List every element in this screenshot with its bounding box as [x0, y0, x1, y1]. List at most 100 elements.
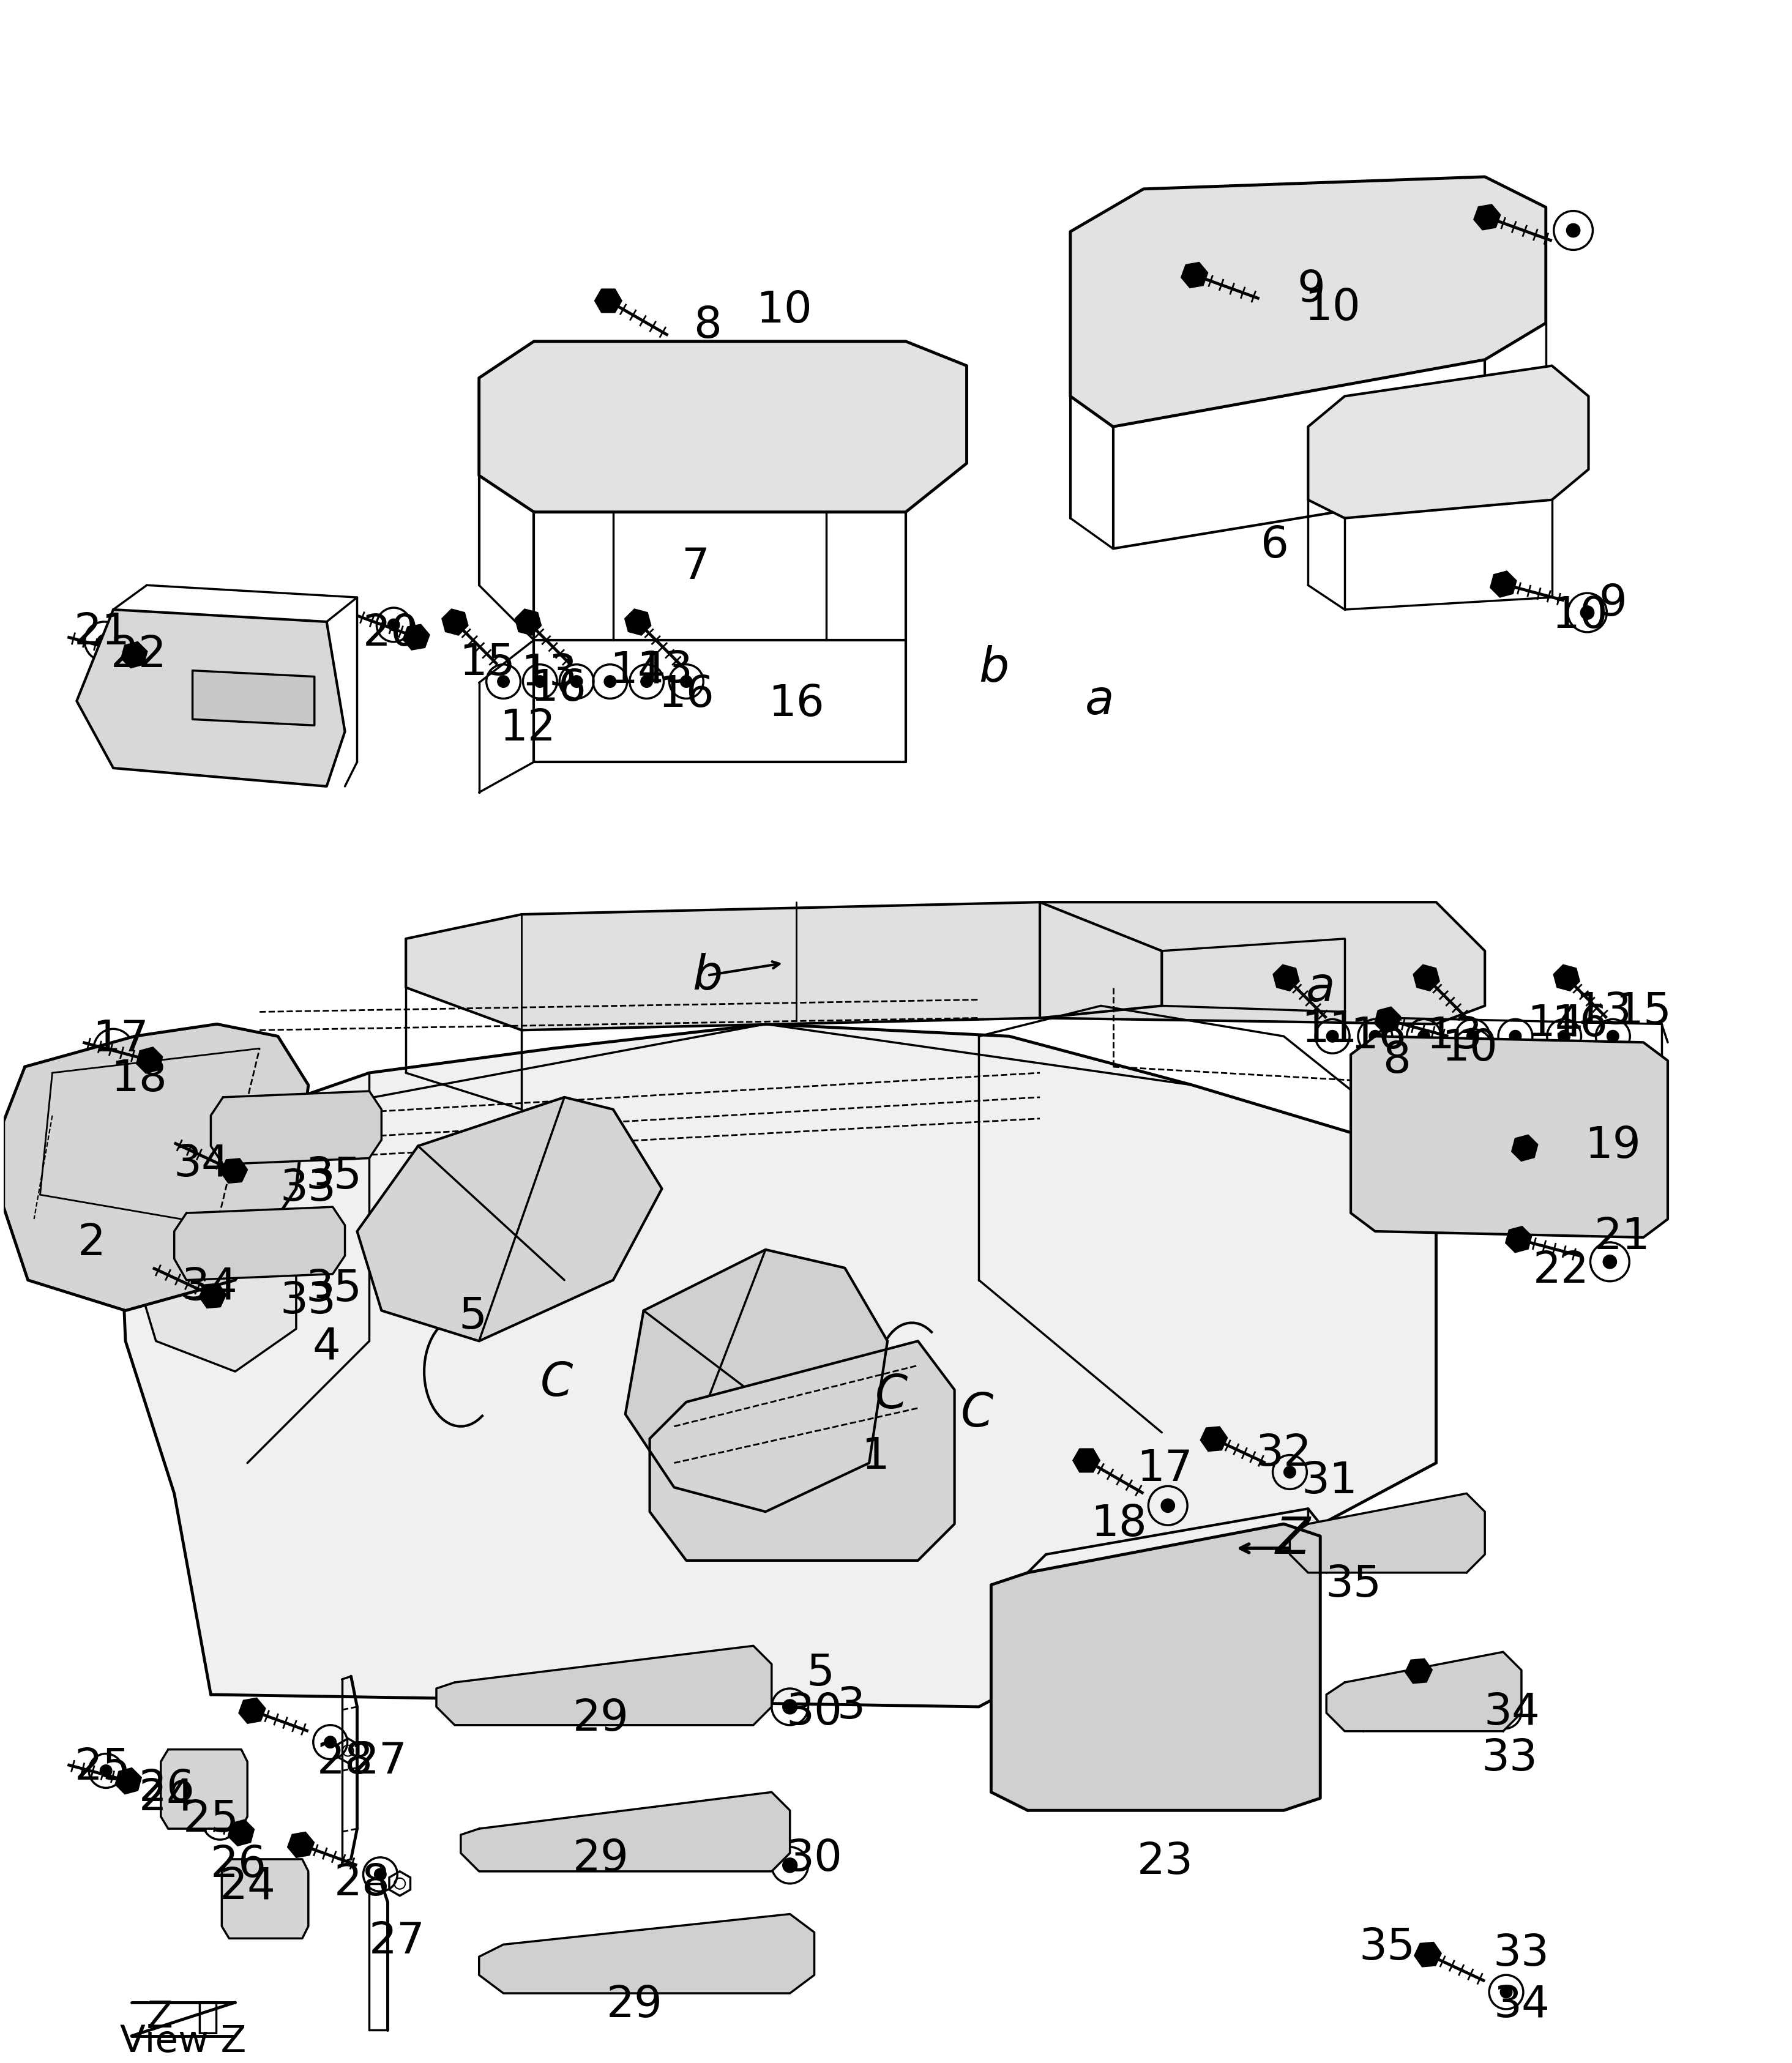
Circle shape — [803, 359, 814, 371]
Polygon shape — [1351, 1036, 1668, 1238]
Circle shape — [753, 359, 765, 371]
Polygon shape — [1405, 1659, 1432, 1683]
Text: 13: 13 — [1426, 1015, 1482, 1058]
Circle shape — [851, 402, 864, 415]
Circle shape — [100, 1764, 111, 1776]
Circle shape — [803, 446, 814, 458]
Circle shape — [1559, 1029, 1570, 1042]
Text: a: a — [1084, 679, 1115, 724]
Polygon shape — [1491, 571, 1516, 596]
Text: 29: 29 — [573, 1838, 629, 1879]
Circle shape — [803, 487, 814, 499]
Circle shape — [1581, 607, 1595, 619]
Circle shape — [1607, 1029, 1618, 1042]
Polygon shape — [138, 1188, 296, 1372]
Circle shape — [1425, 299, 1435, 312]
Circle shape — [1278, 256, 1290, 268]
Circle shape — [783, 1859, 797, 1873]
Circle shape — [324, 1737, 337, 1747]
Polygon shape — [1326, 1652, 1521, 1731]
Text: 29: 29 — [606, 1985, 663, 2026]
Text: 14: 14 — [609, 650, 665, 691]
Circle shape — [1181, 212, 1192, 225]
Circle shape — [1229, 256, 1242, 268]
Text: 33: 33 — [1482, 1737, 1538, 1780]
Text: 27: 27 — [351, 1741, 407, 1782]
Polygon shape — [136, 1048, 163, 1073]
Circle shape — [1326, 256, 1339, 268]
Text: 10: 10 — [1441, 1027, 1498, 1069]
Text: 7: 7 — [681, 547, 710, 588]
Text: 22: 22 — [111, 633, 167, 677]
Circle shape — [1374, 256, 1387, 268]
Circle shape — [753, 402, 765, 415]
Circle shape — [1229, 299, 1242, 312]
Circle shape — [692, 355, 706, 369]
Circle shape — [1278, 340, 1290, 353]
Text: 8: 8 — [694, 305, 722, 347]
Polygon shape — [1554, 965, 1579, 990]
Circle shape — [607, 487, 620, 499]
Polygon shape — [122, 642, 147, 668]
Polygon shape — [161, 1749, 247, 1828]
Circle shape — [387, 619, 400, 631]
Text: 35: 35 — [306, 1155, 362, 1199]
Circle shape — [1417, 1029, 1430, 1042]
Text: 2: 2 — [77, 1223, 106, 1265]
Polygon shape — [1181, 262, 1208, 287]
Text: 21: 21 — [73, 611, 131, 654]
Circle shape — [1131, 212, 1143, 225]
Circle shape — [607, 402, 620, 415]
Circle shape — [704, 446, 717, 458]
Text: 33: 33 — [280, 1281, 337, 1322]
Text: 14: 14 — [1527, 1003, 1582, 1046]
Text: 16: 16 — [1552, 1003, 1607, 1046]
Circle shape — [1425, 340, 1435, 353]
Text: 20: 20 — [362, 613, 419, 656]
Polygon shape — [1308, 365, 1588, 518]
Text: 18: 18 — [111, 1058, 167, 1100]
Circle shape — [642, 675, 652, 687]
Text: Z: Z — [1276, 1514, 1310, 1564]
Circle shape — [1283, 1467, 1296, 1477]
Polygon shape — [222, 1859, 308, 1939]
Circle shape — [1283, 301, 1297, 316]
Polygon shape — [1274, 965, 1299, 990]
Polygon shape — [1473, 204, 1500, 229]
Text: 15: 15 — [1615, 990, 1672, 1034]
Polygon shape — [1070, 177, 1546, 427]
Text: 29: 29 — [573, 1698, 629, 1739]
Text: 17: 17 — [1136, 1448, 1193, 1489]
Polygon shape — [211, 1091, 382, 1164]
Polygon shape — [120, 1023, 1435, 1706]
Polygon shape — [1039, 902, 1486, 1023]
Polygon shape — [1073, 1448, 1100, 1473]
Text: 1: 1 — [862, 1436, 889, 1477]
Circle shape — [1326, 212, 1339, 225]
Circle shape — [213, 1818, 226, 1828]
Text: 19: 19 — [1584, 1124, 1641, 1168]
Polygon shape — [514, 609, 541, 635]
Circle shape — [1181, 256, 1192, 268]
Polygon shape — [228, 1820, 254, 1846]
Circle shape — [1498, 1706, 1511, 1718]
Polygon shape — [595, 289, 622, 312]
Circle shape — [1278, 299, 1290, 312]
Text: 22: 22 — [1532, 1250, 1590, 1291]
Circle shape — [375, 1869, 387, 1879]
Polygon shape — [443, 609, 468, 635]
Circle shape — [1374, 299, 1387, 312]
Polygon shape — [174, 1207, 344, 1279]
Circle shape — [1229, 340, 1242, 353]
Polygon shape — [238, 1698, 265, 1723]
Text: b: b — [692, 951, 722, 998]
Text: 26: 26 — [138, 1768, 195, 1809]
Circle shape — [1500, 1987, 1512, 1999]
Text: 16: 16 — [769, 683, 824, 726]
Text: 34: 34 — [174, 1143, 229, 1186]
Text: 35: 35 — [306, 1269, 362, 1310]
Circle shape — [1326, 1029, 1339, 1042]
Polygon shape — [357, 1098, 661, 1341]
Circle shape — [1326, 340, 1339, 353]
Text: 32: 32 — [1256, 1432, 1312, 1475]
